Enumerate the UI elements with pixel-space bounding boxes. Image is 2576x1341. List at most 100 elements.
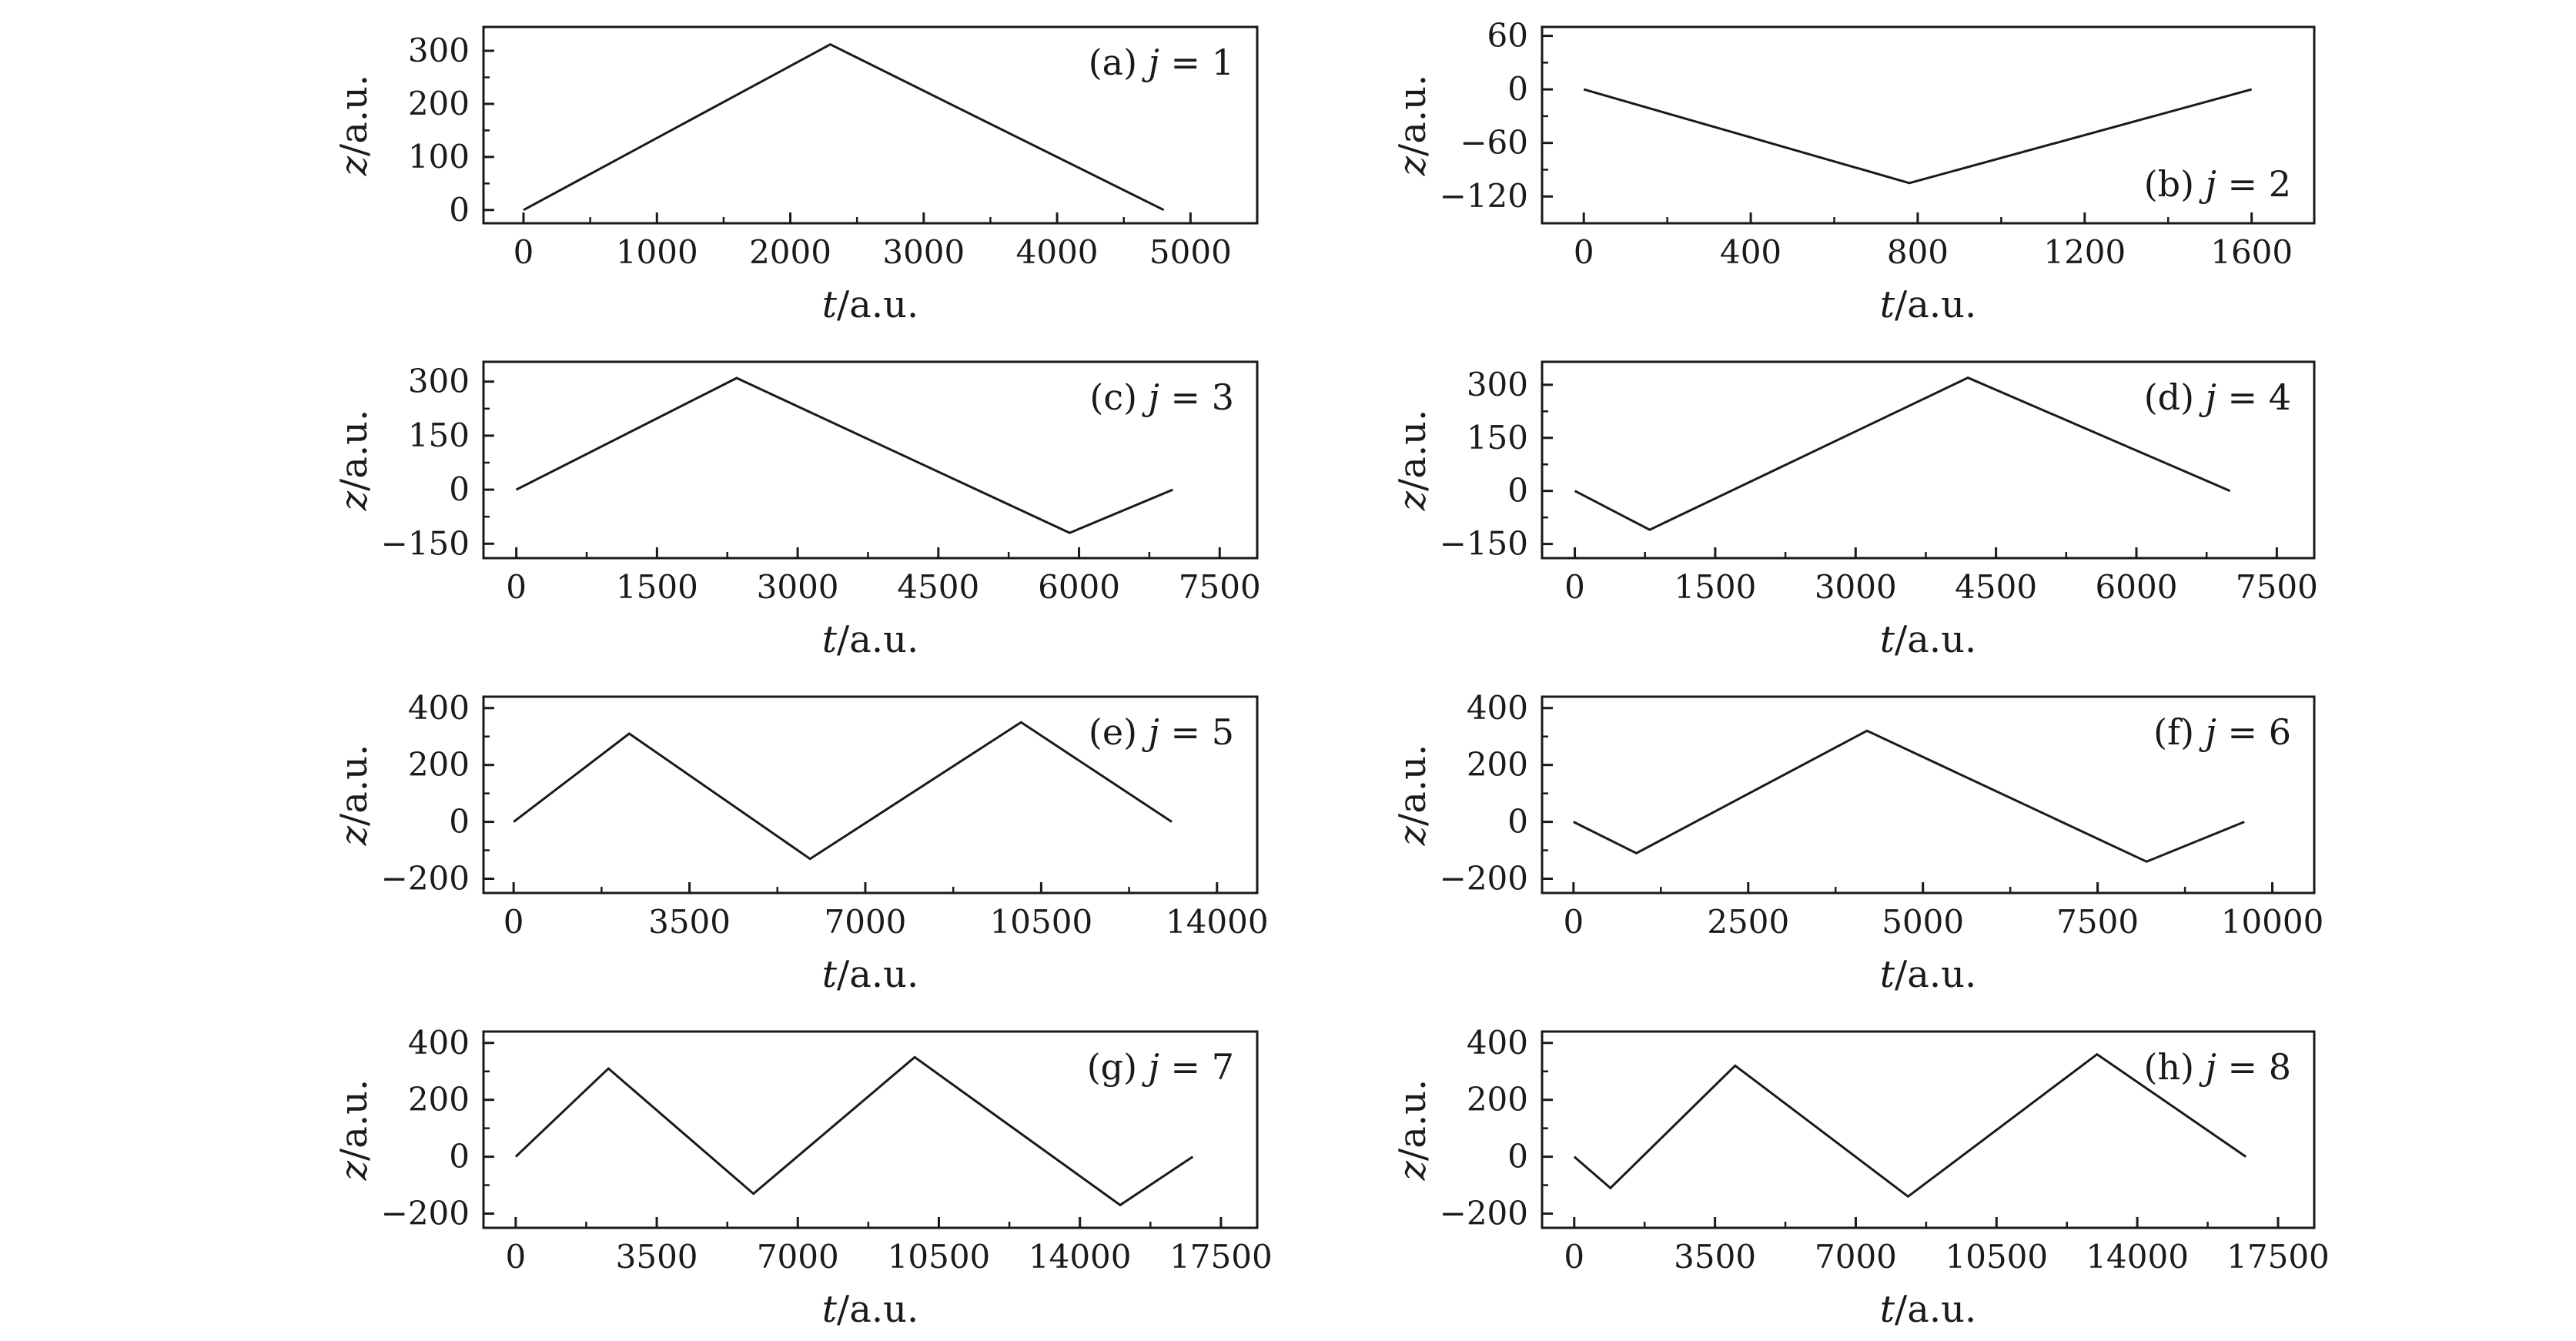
x-tick-label: 7500 bbox=[2236, 568, 2318, 606]
x-tick-label: 7000 bbox=[1815, 1238, 1897, 1276]
plot-frame bbox=[1541, 25, 2316, 225]
x-tick-label: 0 bbox=[506, 1238, 527, 1276]
x-axis-label: t/a.u. bbox=[822, 953, 919, 996]
x-tick-label: 17500 bbox=[1169, 1238, 1273, 1276]
x-tick-label: 10000 bbox=[2221, 903, 2324, 941]
plot-frame bbox=[482, 1030, 1259, 1229]
y-axis-label: z/a.u. bbox=[333, 410, 376, 512]
y-tick-label: −60 bbox=[1460, 124, 1528, 162]
x-tick-label: 3000 bbox=[1815, 568, 1897, 606]
panel-label: (e) j = 5 bbox=[1089, 711, 1234, 753]
data-line bbox=[1573, 1052, 2247, 1199]
y-tick-label: −200 bbox=[1440, 860, 1528, 898]
x-axis-label: t/a.u. bbox=[1880, 953, 1977, 996]
y-tick-label: 400 bbox=[1467, 689, 1528, 727]
data-line bbox=[514, 1055, 1194, 1207]
chart-svg: 0 400 800 1200 1600 60 0 −60 −120 t/a.u. z/a.u. (b)… bbox=[1391, 17, 2316, 326]
x-tick-label: 1600 bbox=[2210, 233, 2293, 271]
x-axis-label: t/a.u. bbox=[822, 1288, 919, 1331]
x-tick-label: 1500 bbox=[1674, 568, 1756, 606]
subplot-h: 0 3500 7000 10500 14000 17500 −200 0 200 400 t/a.u… bbox=[1288, 1005, 2576, 1339]
y-tick-label: −150 bbox=[1440, 525, 1528, 563]
x-tick-label: 3000 bbox=[882, 233, 965, 271]
y-axis-label: z/a.u. bbox=[1391, 75, 1434, 177]
y-axis-label: z/a.u. bbox=[1391, 1079, 1434, 1182]
plot-frame bbox=[1541, 360, 2316, 560]
x-tick-label: 10500 bbox=[1945, 1238, 2049, 1276]
panel-label: (h) j = 8 bbox=[2144, 1046, 2291, 1088]
x-tick-label: 14000 bbox=[1029, 1238, 1132, 1276]
x-axis-label: t/a.u. bbox=[822, 618, 919, 661]
y-axis-label: z/a.u. bbox=[1391, 410, 1434, 512]
x-tick-label: 3500 bbox=[616, 1238, 698, 1276]
y-tick-label: 200 bbox=[1467, 1081, 1528, 1119]
chart-svg: 0 3500 7000 10500 14000 17500 −200 0 200 400 t/a.u… bbox=[333, 1024, 1273, 1331]
x-tick-label: 4500 bbox=[1955, 568, 2037, 606]
y-tick-label: −200 bbox=[381, 1195, 470, 1232]
x-tick-label: 0 bbox=[503, 903, 524, 941]
y-tick-label: 200 bbox=[408, 746, 470, 784]
x-tick-label: 7000 bbox=[757, 1238, 839, 1276]
x-tick-label: 6000 bbox=[2096, 568, 2178, 606]
y-tick-label: 400 bbox=[408, 689, 470, 727]
data-line bbox=[513, 721, 1173, 861]
y-tick-label: 0 bbox=[1507, 1138, 1528, 1175]
x-tick-label: 800 bbox=[1887, 233, 1949, 271]
y-tick-label: 200 bbox=[408, 1081, 470, 1119]
y-axis-label: z/a.u. bbox=[333, 744, 376, 847]
chart-svg: 0 3500 7000 10500 14000 −200 0 200 400 t/a.u. z/a.… bbox=[333, 689, 1269, 996]
y-tick-label: −150 bbox=[381, 524, 470, 562]
chart-svg: 0 1000 2000 3000 4000 5000 0 100 200 300 t/a.u. z/a… bbox=[333, 25, 1259, 326]
x-tick-label: 0 bbox=[506, 568, 527, 606]
y-tick-label: 200 bbox=[408, 85, 470, 122]
subplot-b: 0 400 800 1200 1600 60 0 −60 −120 t/a.u. z/a.u. (b)… bbox=[1288, 0, 2576, 335]
y-tick-label: 100 bbox=[408, 138, 470, 176]
y-tick-label: 0 bbox=[449, 470, 470, 508]
x-tick-label: 14000 bbox=[1166, 903, 1269, 941]
panel-label: (f) j = 6 bbox=[2153, 711, 2291, 753]
x-tick-label: 400 bbox=[1720, 233, 1781, 271]
x-tick-label: 5000 bbox=[1149, 233, 1232, 271]
panel-label: (g) j = 7 bbox=[1087, 1046, 1234, 1088]
data-line bbox=[1583, 88, 2253, 185]
chart-svg: 0 2500 5000 7500 10000 −200 0 200 400 t/a.u. z/a.u… bbox=[1391, 689, 2324, 996]
panel-label: (c) j = 3 bbox=[1089, 376, 1234, 418]
x-tick-label: 0 bbox=[1564, 1238, 1584, 1276]
data-line bbox=[515, 376, 1173, 534]
data-line bbox=[1573, 729, 2245, 863]
subplot-f: 0 2500 5000 7500 10000 −200 0 200 400 t/a.u. z/a.u… bbox=[1288, 670, 2576, 1005]
x-tick-label: 0 bbox=[1563, 903, 1584, 941]
x-tick-label: 1500 bbox=[616, 568, 698, 606]
y-axis-label: z/a.u. bbox=[1391, 744, 1434, 847]
y-tick-label: 400 bbox=[408, 1024, 470, 1062]
x-tick-label: 1200 bbox=[2043, 233, 2126, 271]
x-tick-label: 7000 bbox=[825, 903, 907, 941]
plot-frame bbox=[1541, 695, 2316, 895]
x-tick-label: 4000 bbox=[1016, 233, 1099, 271]
x-tick-label: 0 bbox=[1564, 568, 1585, 606]
x-tick-label: 5000 bbox=[1882, 903, 1964, 941]
data-line bbox=[523, 43, 1165, 212]
y-tick-label: 400 bbox=[1467, 1024, 1528, 1062]
x-tick-label: 7500 bbox=[2056, 903, 2139, 941]
y-tick-label: 150 bbox=[408, 416, 470, 454]
x-tick-label: 2000 bbox=[749, 233, 831, 271]
x-tick-label: 7500 bbox=[1179, 568, 1261, 606]
y-tick-label: −200 bbox=[1440, 1195, 1528, 1232]
chart-svg: 0 1500 3000 4500 6000 7500 −150 0 150 300 t/a.u. z/… bbox=[333, 360, 1261, 661]
x-axis-label: t/a.u. bbox=[1880, 283, 1977, 326]
plot-frame bbox=[482, 25, 1259, 225]
panel-label: (b) j = 2 bbox=[2144, 163, 2291, 205]
x-tick-label: 6000 bbox=[1038, 568, 1120, 606]
subplot-e: 0 3500 7000 10500 14000 −200 0 200 400 t/a.u. z/a.… bbox=[0, 670, 1288, 1005]
y-tick-label: 200 bbox=[1467, 746, 1528, 784]
y-tick-label: −120 bbox=[1440, 177, 1528, 215]
x-tick-label: 3500 bbox=[1674, 1238, 1756, 1276]
y-tick-label: 0 bbox=[449, 191, 470, 229]
y-tick-label: 300 bbox=[408, 32, 470, 69]
x-tick-label: 10500 bbox=[990, 903, 1093, 941]
y-tick-label: 60 bbox=[1487, 17, 1528, 55]
plot-frame bbox=[482, 695, 1259, 895]
y-tick-label: 300 bbox=[1467, 366, 1528, 403]
